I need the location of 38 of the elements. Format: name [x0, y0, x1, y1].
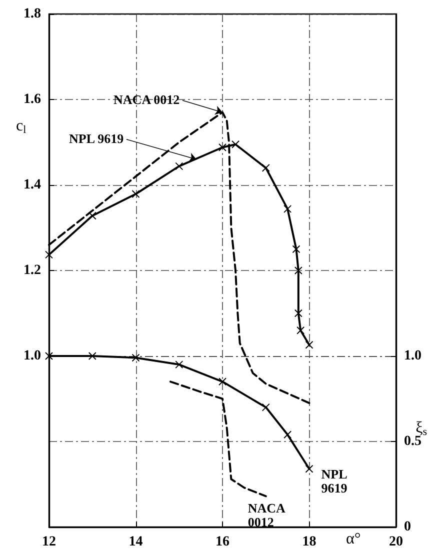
- point: [175, 162, 184, 170]
- x-tick-label: 20: [389, 534, 403, 549]
- y-tick-label: 1.2: [24, 263, 41, 278]
- y-tick-label: 1.8: [24, 6, 41, 22]
- y2-tick-label: 1.0: [404, 348, 422, 364]
- x-tick-label: 18: [302, 534, 316, 549]
- annotation: NPL 9619: [69, 131, 124, 146]
- x-tick-label: 16: [216, 534, 230, 549]
- y-tick-label: 1.6: [24, 92, 41, 107]
- point: [218, 143, 226, 152]
- x-axis-title: α°: [346, 530, 361, 548]
- annotation: NPL 9619: [321, 466, 348, 496]
- point: [45, 352, 53, 360]
- y-tick-label: 1.0: [24, 348, 41, 364]
- point: [284, 430, 292, 439]
- x-tick-label: 12: [42, 534, 56, 549]
- point: [305, 340, 314, 349]
- point: [262, 403, 270, 412]
- point: [88, 352, 96, 360]
- point: [284, 204, 292, 213]
- point: [294, 266, 302, 274]
- point: [305, 464, 314, 473]
- point: [175, 360, 184, 369]
- x-tick-label: 14: [128, 534, 143, 549]
- point: [296, 326, 305, 334]
- point: [132, 190, 140, 198]
- point: [262, 164, 270, 172]
- y2-tick-label: 0: [404, 520, 411, 534]
- annotation: NACA 0012: [248, 500, 286, 530]
- point: [218, 378, 226, 386]
- point: [132, 354, 140, 362]
- line-series: [169, 380, 267, 498]
- y2-tick-label: 0.5: [404, 434, 422, 449]
- point: [294, 309, 302, 318]
- point: [292, 245, 300, 254]
- point: [45, 250, 53, 259]
- point: [232, 140, 240, 148]
- y-tick-label: 1.4: [24, 178, 41, 192]
